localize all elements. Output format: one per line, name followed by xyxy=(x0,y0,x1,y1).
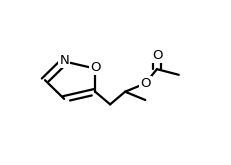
Text: O: O xyxy=(90,61,100,74)
Text: O: O xyxy=(152,49,163,62)
Text: N: N xyxy=(59,54,69,67)
Text: O: O xyxy=(140,77,151,90)
